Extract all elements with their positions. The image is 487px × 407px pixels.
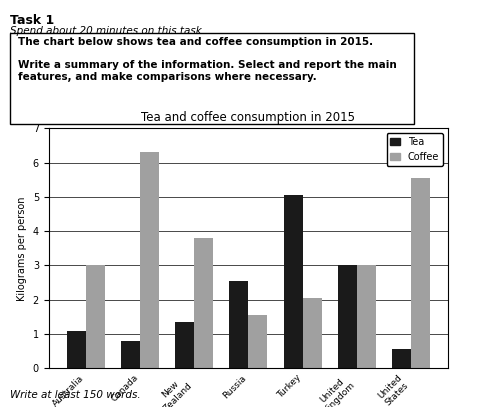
Bar <box>392 350 411 368</box>
Text: Task 1: Task 1 <box>10 14 54 27</box>
Bar <box>67 330 86 368</box>
Bar <box>175 322 194 368</box>
Bar <box>357 265 375 368</box>
Bar <box>140 152 159 368</box>
Title: Tea and coffee consumption in 2015: Tea and coffee consumption in 2015 <box>141 111 356 124</box>
FancyBboxPatch shape <box>10 33 414 124</box>
Bar <box>248 315 267 368</box>
Y-axis label: Kilograms per person: Kilograms per person <box>17 196 27 300</box>
Bar <box>302 298 321 368</box>
Text: The chart below shows tea and coffee consumption in 2015.

Write a summary of th: The chart below shows tea and coffee con… <box>18 37 396 82</box>
Bar <box>86 265 105 368</box>
Legend: Tea, Coffee: Tea, Coffee <box>387 133 443 166</box>
Bar <box>229 281 248 368</box>
Bar <box>338 265 357 368</box>
Bar <box>194 238 213 368</box>
Text: Spend about 20 minutes on this task.: Spend about 20 minutes on this task. <box>10 26 205 37</box>
Bar <box>283 195 302 368</box>
Bar <box>121 341 140 368</box>
Bar <box>411 178 430 368</box>
Text: Write at least 150 words.: Write at least 150 words. <box>10 389 140 400</box>
